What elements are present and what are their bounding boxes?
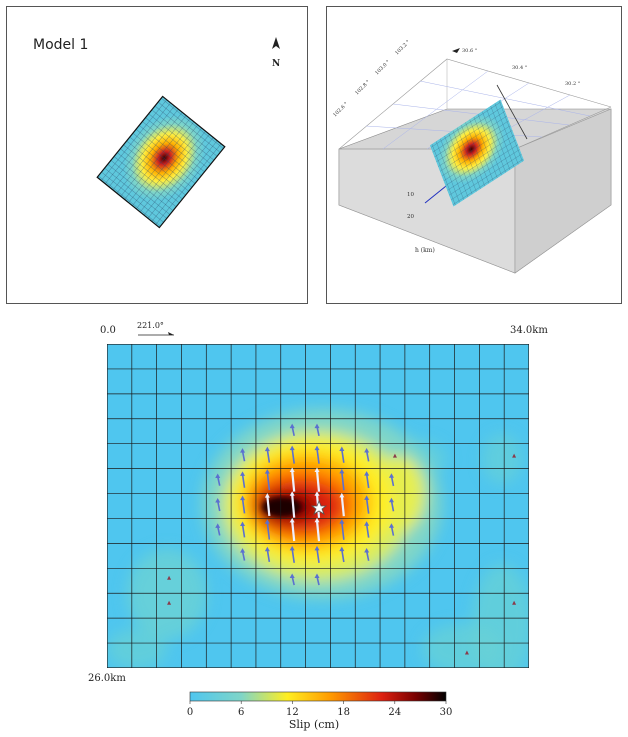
minor-rake-icon (392, 453, 397, 458)
rake-arrow-icon (339, 519, 345, 540)
origin-label: 0.0 (100, 325, 116, 336)
north-label: N (272, 59, 281, 69)
colorbar-tick-label: 24 (388, 707, 401, 718)
fault-plane-map (96, 95, 226, 229)
rake-arrow-icon (289, 467, 296, 492)
rake-arrow-icon (215, 498, 221, 512)
lat-tick-label: 102.8 ° (354, 79, 372, 97)
rake-arrow-icon (289, 491, 296, 518)
lat-tick-label: 103.0 ° (374, 59, 392, 77)
minor-rake-icon (464, 650, 469, 655)
rake-arrow-icon (240, 521, 246, 538)
rake-arrow-icon (388, 523, 395, 536)
north-arrow-icon (272, 37, 280, 49)
depth-tick-label: 20 (407, 214, 414, 220)
rake-arrow-icon (215, 523, 221, 536)
colorbar-tick-label: 18 (337, 707, 350, 718)
rake-arrow-icon (240, 495, 246, 514)
surface-trace (496, 84, 528, 140)
minor-rake-icon (512, 600, 517, 605)
rake-arrow-icon (339, 492, 345, 517)
perspective-canvas: 30.6 ° 30.4 ° 30.2 ° 103.2 ° 103.0 ° 102… (332, 39, 612, 274)
rake-arrow-icon (240, 448, 246, 462)
rake-arrow-icon (364, 495, 370, 514)
strike-label: 221.0° (137, 321, 164, 330)
rake-arrow-icon (314, 445, 320, 464)
rake-arrow-icon (339, 546, 345, 563)
rake-arrow-icon (314, 517, 321, 542)
rake-arrow-icon (364, 521, 370, 538)
strike-arrow-icon (138, 332, 174, 336)
north-arrow-icon (452, 48, 460, 53)
colorbar-tick-label: 0 (187, 707, 193, 718)
subfault-grid (107, 344, 529, 668)
rake-arrows (167, 423, 517, 655)
depth-axis-label: h (km) (415, 247, 435, 254)
colorbar-tick-label: 30 (440, 707, 453, 718)
rake-arrow-icon (314, 467, 321, 492)
fault-plane-3d (430, 99, 524, 207)
rake-arrow-icon (388, 473, 395, 487)
rake-arrow-icon (264, 493, 271, 517)
rake-arrow-icon (264, 519, 271, 540)
minor-rake-icon (512, 453, 517, 458)
rake-arrow-icon (289, 445, 295, 464)
colorbar-gradient (189, 691, 447, 702)
rake-arrow-icon (364, 547, 370, 561)
map-view-canvas (96, 37, 280, 229)
lon-tick-label: 30.6 ° (462, 48, 478, 54)
minor-rake-icon (167, 575, 172, 580)
colorbar-tick-label: 6 (238, 707, 244, 718)
colorbar-ticks: 0 6 12 18 24 30 (187, 701, 453, 718)
lon-tick-label: 30.4 ° (512, 65, 528, 71)
colorbar-tick-label: 12 (286, 707, 299, 718)
slip-distribution-map (107, 344, 529, 668)
rake-arrow-icon (314, 573, 320, 586)
rake-arrow-icon (264, 546, 271, 563)
map-view-panel: Model 1 N (6, 6, 308, 304)
depth-tick-label: 10 (407, 192, 414, 198)
slip-field (107, 409, 529, 668)
rake-arrow-icon (388, 497, 395, 512)
colorbar: 0 6 12 18 24 30 (187, 691, 453, 718)
rake-arrow-icon (240, 471, 246, 488)
rake-arrow-icon (289, 573, 295, 586)
lat-tick-label: 102.6 ° (332, 101, 350, 119)
lon-tick-label: 30.2 ° (565, 81, 581, 87)
colorbar-label: Slip (cm) (288, 718, 340, 731)
width-label: 26.0km (88, 673, 126, 684)
hypocenter-star-icon (310, 499, 328, 515)
rake-arrow-icon (264, 469, 271, 491)
lat-tick-label: 103.2 ° (394, 39, 412, 57)
rake-arrow-icon (314, 423, 320, 437)
rake-arrow-icon (314, 545, 320, 563)
perspective-panel: 30.6 ° 30.4 ° 30.2 ° 103.2 ° 103.0 ° 102… (326, 6, 622, 304)
rake-arrow-icon (364, 471, 370, 489)
length-label: 34.0km (510, 325, 548, 336)
rake-arrow-icon (289, 423, 295, 436)
minor-rake-icon (167, 600, 172, 605)
rake-arrow-icon (289, 517, 296, 542)
model-title: Model 1 (33, 37, 89, 53)
rake-arrow-icon (240, 548, 246, 561)
rake-arrow-icon (339, 468, 345, 491)
rake-arrow-icon (339, 446, 345, 463)
rake-arrow-icon (264, 446, 271, 463)
rake-arrow-icon (364, 447, 370, 462)
rake-arrow-icon (215, 473, 221, 486)
rake-arrow-icon (289, 545, 295, 563)
